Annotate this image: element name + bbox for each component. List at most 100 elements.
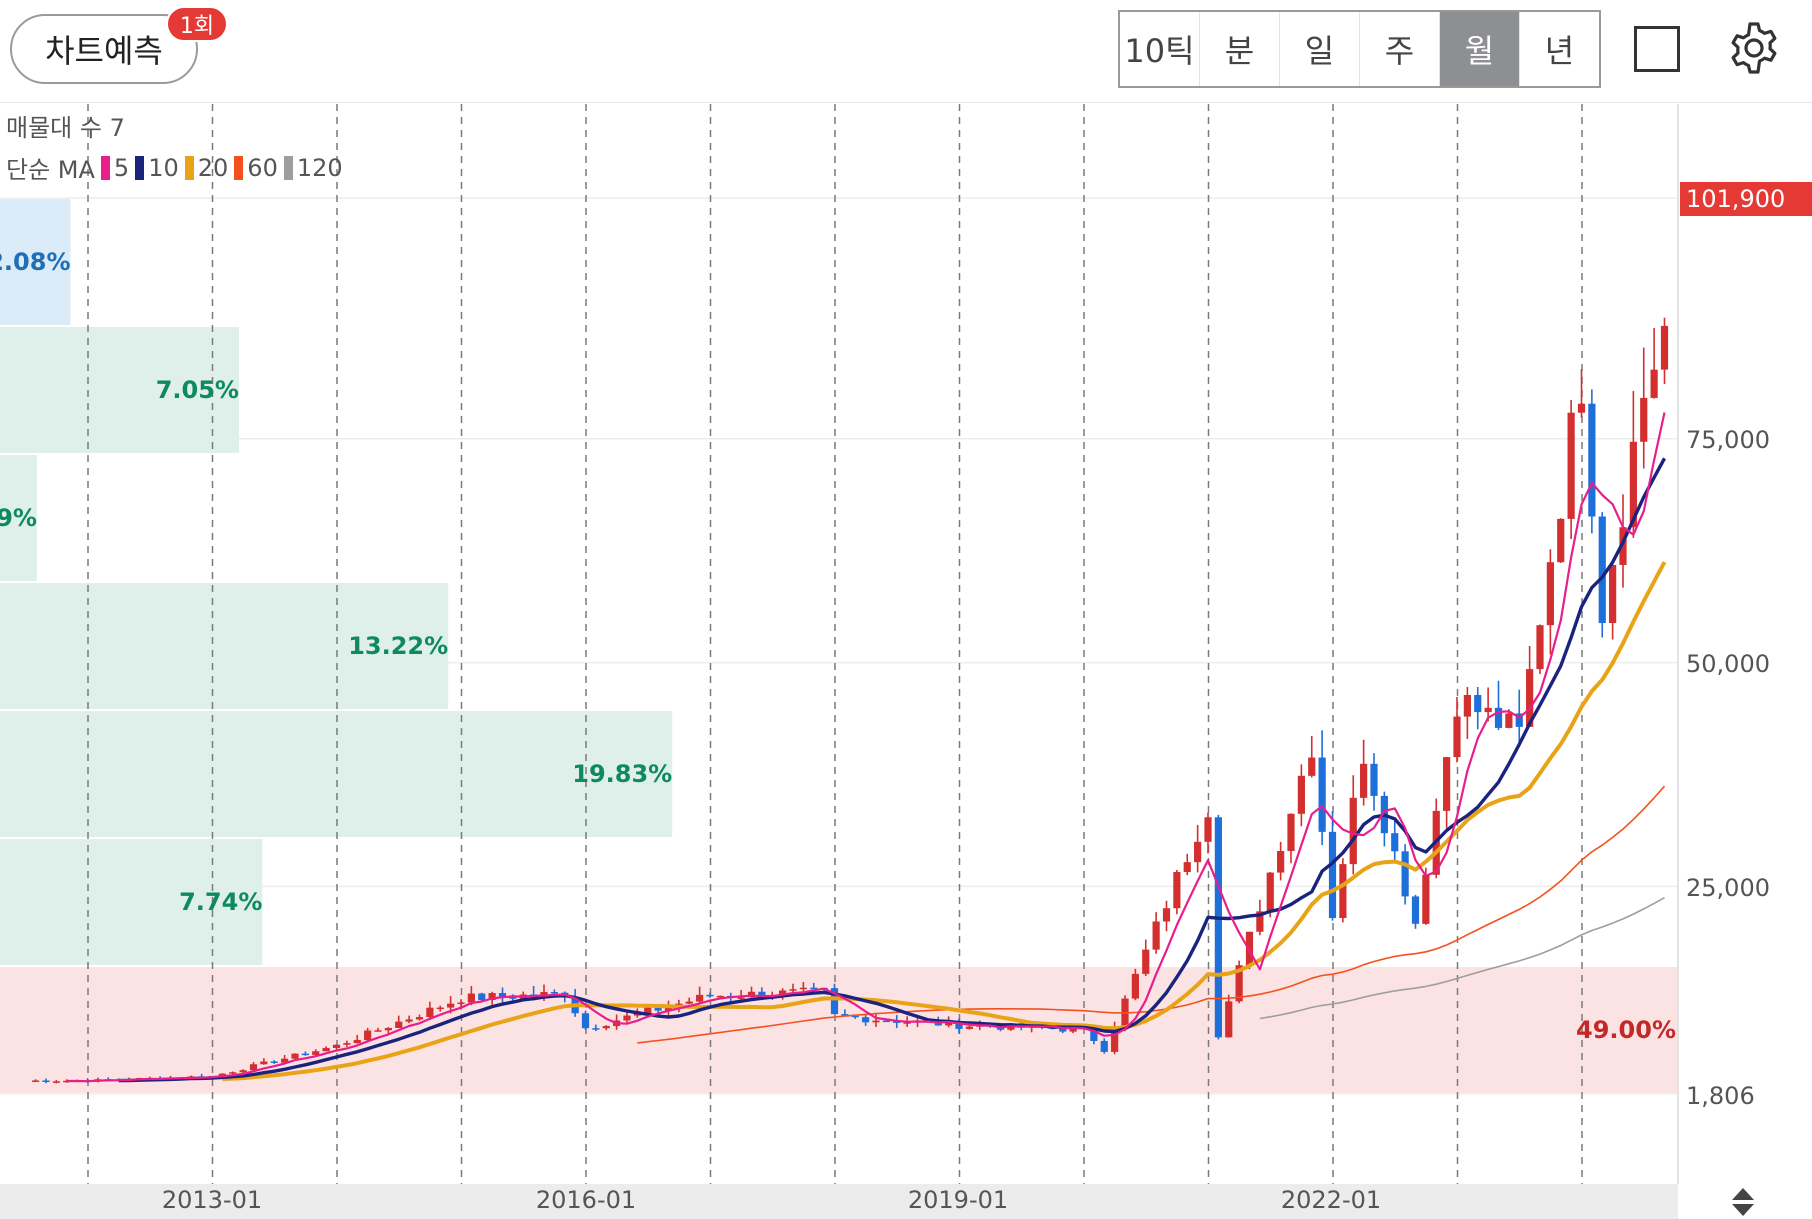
- candle-body: [239, 1070, 247, 1073]
- candle-body: [1391, 833, 1399, 852]
- volume-profile-bar: [0, 327, 239, 454]
- candle-body: [685, 1001, 693, 1004]
- candle-body: [882, 1020, 890, 1023]
- candle-body: [509, 996, 517, 999]
- candle-body: [447, 1003, 455, 1008]
- candle-body: [1640, 397, 1648, 442]
- candle-body: [696, 994, 704, 1002]
- header-divider: [0, 102, 1812, 103]
- ma20-label: 20: [197, 153, 229, 182]
- tab-10tick[interactable]: 10틱: [1120, 12, 1200, 86]
- candle-body: [436, 1007, 444, 1010]
- candle-body: [644, 1007, 652, 1014]
- tab-minute[interactable]: 분: [1200, 12, 1280, 86]
- candle-body: [1401, 851, 1409, 897]
- volume-profile-pct: 7.74%: [179, 888, 263, 917]
- volume-profile-legend: 매물대 수 7: [6, 114, 125, 142]
- candle-body: [270, 1061, 278, 1063]
- candle-body: [1152, 921, 1160, 950]
- candle-body: [810, 987, 818, 990]
- square-icon[interactable]: [1634, 26, 1680, 72]
- gear-icon[interactable]: [1726, 20, 1782, 76]
- candle-body: [602, 1026, 610, 1029]
- candle-body: [1453, 716, 1461, 758]
- candle-body: [1650, 369, 1658, 398]
- chart-predict-label: 차트예측: [45, 32, 163, 70]
- candle-body: [1328, 831, 1337, 919]
- ma5-label: 5: [113, 153, 130, 182]
- ma5-swatch: [100, 155, 110, 180]
- candle-body: [1567, 412, 1575, 519]
- ma60-label: 60: [247, 153, 278, 182]
- candle-body: [1577, 403, 1586, 413]
- candle-body: [1370, 763, 1378, 796]
- candle-body: [1588, 403, 1596, 517]
- candle-body: [1557, 518, 1565, 563]
- candle-body: [374, 1030, 382, 1032]
- candle-body: [1194, 841, 1202, 863]
- candle-body: [1515, 713, 1523, 727]
- x-tick-2022: 2022-01: [1280, 1186, 1382, 1214]
- volume-profile-pct: 2.08%: [0, 248, 71, 276]
- candle-body: [737, 997, 745, 999]
- volume-profile-bar: [0, 839, 263, 966]
- volume-profile-bar: [0, 967, 1678, 1093]
- candle-body: [229, 1072, 237, 1074]
- candle-body: [415, 1017, 424, 1020]
- candle-body: [893, 1021, 901, 1023]
- candle-body: [63, 1080, 71, 1083]
- candle-body: [1526, 669, 1534, 727]
- volume-profile-bar: [0, 711, 673, 838]
- candle-body: [1339, 864, 1347, 919]
- candle-body: [32, 1080, 40, 1082]
- tab-month[interactable]: 월: [1440, 12, 1520, 86]
- candle-body: [965, 1026, 973, 1029]
- candle-body: [1111, 1027, 1119, 1052]
- y-tick-50000: 50,000: [1686, 650, 1770, 678]
- candle-body: [862, 1017, 870, 1023]
- candle-body: [903, 1022, 911, 1024]
- candle-body: [1183, 862, 1191, 872]
- candle-body: [623, 1015, 631, 1021]
- candle-body: [1256, 911, 1264, 932]
- sort-arrows-icon[interactable]: [1730, 1186, 1756, 1218]
- candle-body: [1474, 695, 1482, 713]
- tab-week[interactable]: 주: [1360, 12, 1440, 86]
- candle-body: [1204, 817, 1212, 842]
- tab-day[interactable]: 일: [1280, 12, 1360, 86]
- candle-body: [332, 1044, 341, 1048]
- candle-body: [343, 1043, 351, 1045]
- candle-body: [1235, 965, 1243, 1002]
- candle-body: [281, 1058, 289, 1063]
- candle-body: [716, 995, 724, 998]
- predict-count-badge: 1회: [166, 6, 228, 42]
- candle-body: [1598, 516, 1606, 624]
- candle-body: [540, 992, 548, 997]
- candle-body: [841, 1014, 849, 1016]
- candle-body: [799, 987, 807, 990]
- candle-body: [592, 1028, 600, 1030]
- candle-body: [830, 988, 839, 1015]
- volume-profile-bar: [0, 583, 449, 710]
- candle-body: [1162, 908, 1171, 922]
- candle-body: [1619, 527, 1627, 565]
- x-axis-bar[interactable]: [0, 1184, 1678, 1219]
- candle-body: [1308, 757, 1316, 776]
- tab-year[interactable]: 년: [1520, 12, 1599, 86]
- candle-body: [353, 1039, 361, 1044]
- ma10-label: 10: [148, 153, 179, 182]
- candle-body: [1090, 1026, 1098, 1041]
- ma20-swatch: [184, 155, 194, 180]
- current-price-tag: 101,900: [1680, 182, 1812, 216]
- candle-body: [364, 1030, 372, 1040]
- candle-body: [1505, 713, 1513, 728]
- candle-body: [664, 1006, 673, 1011]
- candle-body: [779, 990, 787, 997]
- y-tick-25000: 25,000: [1686, 874, 1770, 902]
- candle-body: [1660, 325, 1669, 370]
- x-tick-2019: 2019-01: [907, 1186, 1009, 1214]
- candle-body: [1349, 797, 1357, 865]
- candle-body: [498, 993, 507, 997]
- candle-body: [1629, 441, 1637, 528]
